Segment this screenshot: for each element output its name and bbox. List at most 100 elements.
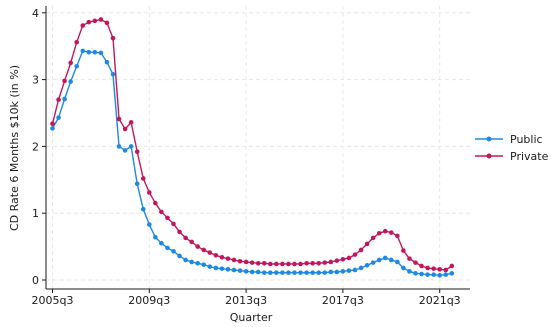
data-point-private [189,239,194,245]
data-point-private [389,230,394,235]
data-point-private [449,263,455,269]
data-point-public [292,270,297,275]
y-tick-label: 1 [32,207,39,220]
data-point-private [334,258,340,263]
data-point-public [298,270,303,275]
data-point-private [128,120,134,125]
data-point-public [116,144,122,149]
data-point-public [134,181,140,187]
data-point-private [207,250,213,255]
data-point-private [153,200,158,206]
data-point-public [261,270,267,275]
data-point-private [437,267,443,272]
data-point-private [352,252,358,257]
data-point-private [280,261,285,267]
y-tick-label: 4 [32,7,39,20]
data-point-private [86,19,92,25]
data-point-public [322,270,328,275]
data-point-public [286,270,291,275]
data-point-private [134,149,140,155]
data-point-public [56,115,61,120]
data-point-private [249,260,255,265]
data-point-private [443,267,449,273]
data-point-public [219,266,225,271]
data-point-public [407,269,412,274]
data-point-public [195,261,200,266]
data-point-private [382,228,388,234]
data-point-public [437,273,443,278]
data-point-public [334,269,340,275]
data-point-public [122,148,128,153]
data-point-private [116,116,122,122]
data-point-public [364,263,370,268]
data-point-private [104,20,110,26]
data-point-public [249,269,255,275]
data-point-public [147,222,152,227]
x-axis-title: Quarter [230,311,273,324]
data-point-private [62,78,67,84]
data-point-private [322,260,328,265]
data-point-public [255,269,261,275]
data-point-public [376,257,382,263]
data-point-public [425,272,430,277]
data-point-public [92,49,98,55]
data-point-public [159,240,164,246]
data-point-public [419,271,424,277]
data-point-private [140,176,146,181]
data-point-private [171,221,176,227]
data-point-public [304,270,309,275]
x-tick-label: 2021q3 [419,294,461,307]
data-point-public [189,259,194,265]
x-tick-label: 2013q3 [225,294,267,307]
data-point-public [346,268,352,273]
data-point-public [62,96,67,102]
plot-area [50,17,455,278]
data-point-private [243,259,249,265]
data-point-public [413,271,418,276]
legend-marker-private [486,153,492,159]
data-point-private [122,126,128,132]
data-point-private [304,261,309,266]
data-point-private [358,247,364,253]
data-point-public [316,270,322,275]
data-point-private [183,235,188,241]
data-point-private [255,261,261,266]
data-point-public [268,270,273,275]
data-point-public [171,248,176,254]
data-point-private [413,260,418,265]
data-point-private [159,209,164,215]
data-point-public [80,48,86,54]
legend-label-public: Public [510,133,543,146]
data-point-private [407,256,412,261]
data-point-private [261,261,267,266]
data-point-public [431,272,436,277]
data-point-private [268,261,273,267]
data-point-private [98,17,104,22]
data-point-private [370,235,376,241]
data-point-private [286,261,291,267]
data-point-public [328,269,334,275]
data-point-public [449,271,455,276]
data-point-public [243,269,249,274]
axes: 0 1 2 3 4 2005q3 2009q3 2013q3 2017q3 2021q3 [32,6,470,307]
data-point-public [443,272,449,277]
data-point-public [104,59,110,65]
data-point-public [401,265,406,271]
data-point-private [328,259,334,265]
y-axis-title: CD Rate 6 Months $10k (in %) [8,65,21,231]
data-point-public [225,267,231,272]
data-point-public [395,259,400,265]
data-point-public [183,257,188,263]
y-tick-label: 0 [32,274,39,287]
data-point-public [207,264,213,269]
y-tick-label: 3 [32,74,39,87]
data-point-private [50,121,55,126]
data-point-public [389,257,394,263]
x-tick-label: 2005q3 [32,294,74,307]
data-point-public [153,234,158,240]
data-point-private [80,23,86,28]
data-point-private [340,256,346,262]
data-point-public [213,265,219,271]
data-point-private [201,247,207,253]
data-point-public [68,79,73,84]
